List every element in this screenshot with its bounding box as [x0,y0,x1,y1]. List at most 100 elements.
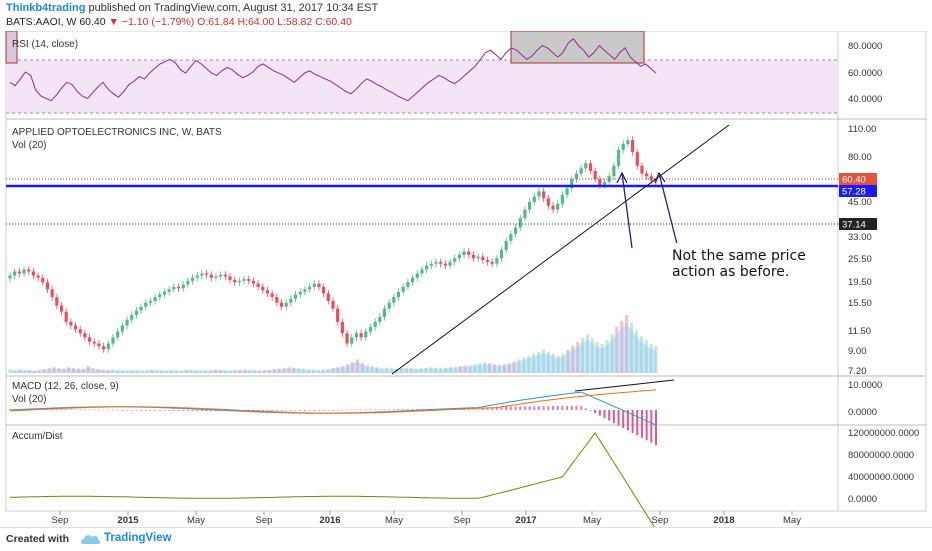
candle-body [111,337,115,344]
volume-bar [111,369,115,373]
macd-hist-bar [135,410,138,411]
macd-hist-bar [196,410,199,411]
volume-bar [639,336,643,373]
publish-info: Thinkb4trading published on TradingView.… [6,2,378,14]
macd-hist-bar [589,410,592,411]
macd-hist-bar [172,410,175,411]
rsi-line [9,37,657,102]
volume-bar [233,370,237,373]
volume-bar [629,322,634,373]
macd-hist-bar [79,409,82,411]
price-tick-label: 110.00 [848,124,876,135]
x-tick-label: Sep [52,515,69,526]
macd-hist-bar [528,406,531,410]
last-price: 60.40 [79,16,106,28]
volume-bar [522,357,526,373]
candle-body [616,149,621,166]
volume-bar [106,370,110,373]
macd-hist-bar [392,409,395,410]
annotation-arrows [616,171,678,249]
candle-body [518,218,522,228]
macd-hist-bar [622,410,625,429]
candle-body [78,329,82,334]
author-link[interactable]: Thinkb4trading [6,2,86,14]
volume-bar [615,326,619,373]
candle-body [392,297,396,303]
macd-hist-bar [369,409,372,411]
arrow-1 [621,172,633,249]
arrow-2-head [654,171,666,184]
volume-bar [57,368,61,373]
volume-bar [248,370,252,373]
volume-bar [546,351,550,373]
volume-bar [649,344,653,373]
volume-bar [27,370,32,373]
volume-bar [272,369,276,373]
volume-bar [223,370,227,373]
candle-body [181,284,185,289]
candle-body [158,294,162,298]
x-tick-label: May [783,515,801,526]
volume-bar [541,349,546,373]
macd-hist-bar [500,406,503,410]
macd-hist-bar [308,410,311,411]
chart-frame [5,31,927,512]
candle-body [134,310,138,315]
macd-hist-bar [121,410,124,411]
volume-bar [282,368,286,373]
candle-body [588,163,593,171]
candle-body [261,286,265,291]
macd-hist-bar [626,410,629,431]
chart-svg[interactable]: RSI (14, close) 80.0000 60.0000 40.0000 AP… [0,31,932,527]
macd-trendline [574,379,675,392]
volume-bar [243,369,247,373]
candle-body [378,316,382,322]
volume-bar [527,355,531,373]
candle-body [36,275,40,278]
macd-hist-bar [509,406,512,410]
macd-hist-bar [289,410,292,411]
chart-area[interactable]: RSI (14, close) 80.0000 60.0000 40.0000 AP… [0,31,932,527]
tradingview-brand[interactable]: TradingView [104,532,172,544]
macd-hist-bar [617,410,620,426]
macd-hist-bar [149,410,152,411]
volume-bar [336,367,340,373]
volume-bar [179,370,183,373]
candle-body [584,163,588,169]
candle-body [499,249,504,259]
volume-bar [350,362,355,373]
last-price-tag [839,173,877,185]
volume-ma-fill [10,323,656,373]
candle-body [125,319,129,326]
candle-body [528,201,532,210]
volume-bar [512,361,516,373]
macd-hist-bar [477,409,480,410]
volume-bar [341,366,345,373]
macd-hist-bar [158,410,161,411]
x-axis: Sep 2015 May Sep 2016 May Sep 2017 May Sep 2018 May [52,511,801,526]
macd-hist-bar [486,407,489,410]
ad-title: Accum/Dist [12,431,63,442]
macd-hist-bar [346,409,349,411]
candle-body [612,165,616,177]
candle-body [425,265,429,270]
candle-body [312,283,316,287]
x-tick-label: May [385,515,403,526]
volume-bar [213,369,218,373]
macd-hist-bar [561,405,564,410]
volume-bar [189,369,193,373]
last-price-tag-text: 60.40 [842,175,866,186]
volume-bar [429,367,433,373]
macd-hist-bar [467,409,470,410]
volume-bar [551,353,555,373]
macd-hist-bar [280,410,283,411]
volume-bar [72,368,76,373]
candle-body [382,308,387,317]
candle-body [31,271,36,276]
macd-hist-bar [74,409,77,411]
ad-tick-label: 40000000.0000 [848,472,914,483]
x-tick-label: May [583,515,601,526]
volume-bar [292,367,296,373]
volume-bar [116,370,120,373]
macd-hist-bar [505,406,508,410]
